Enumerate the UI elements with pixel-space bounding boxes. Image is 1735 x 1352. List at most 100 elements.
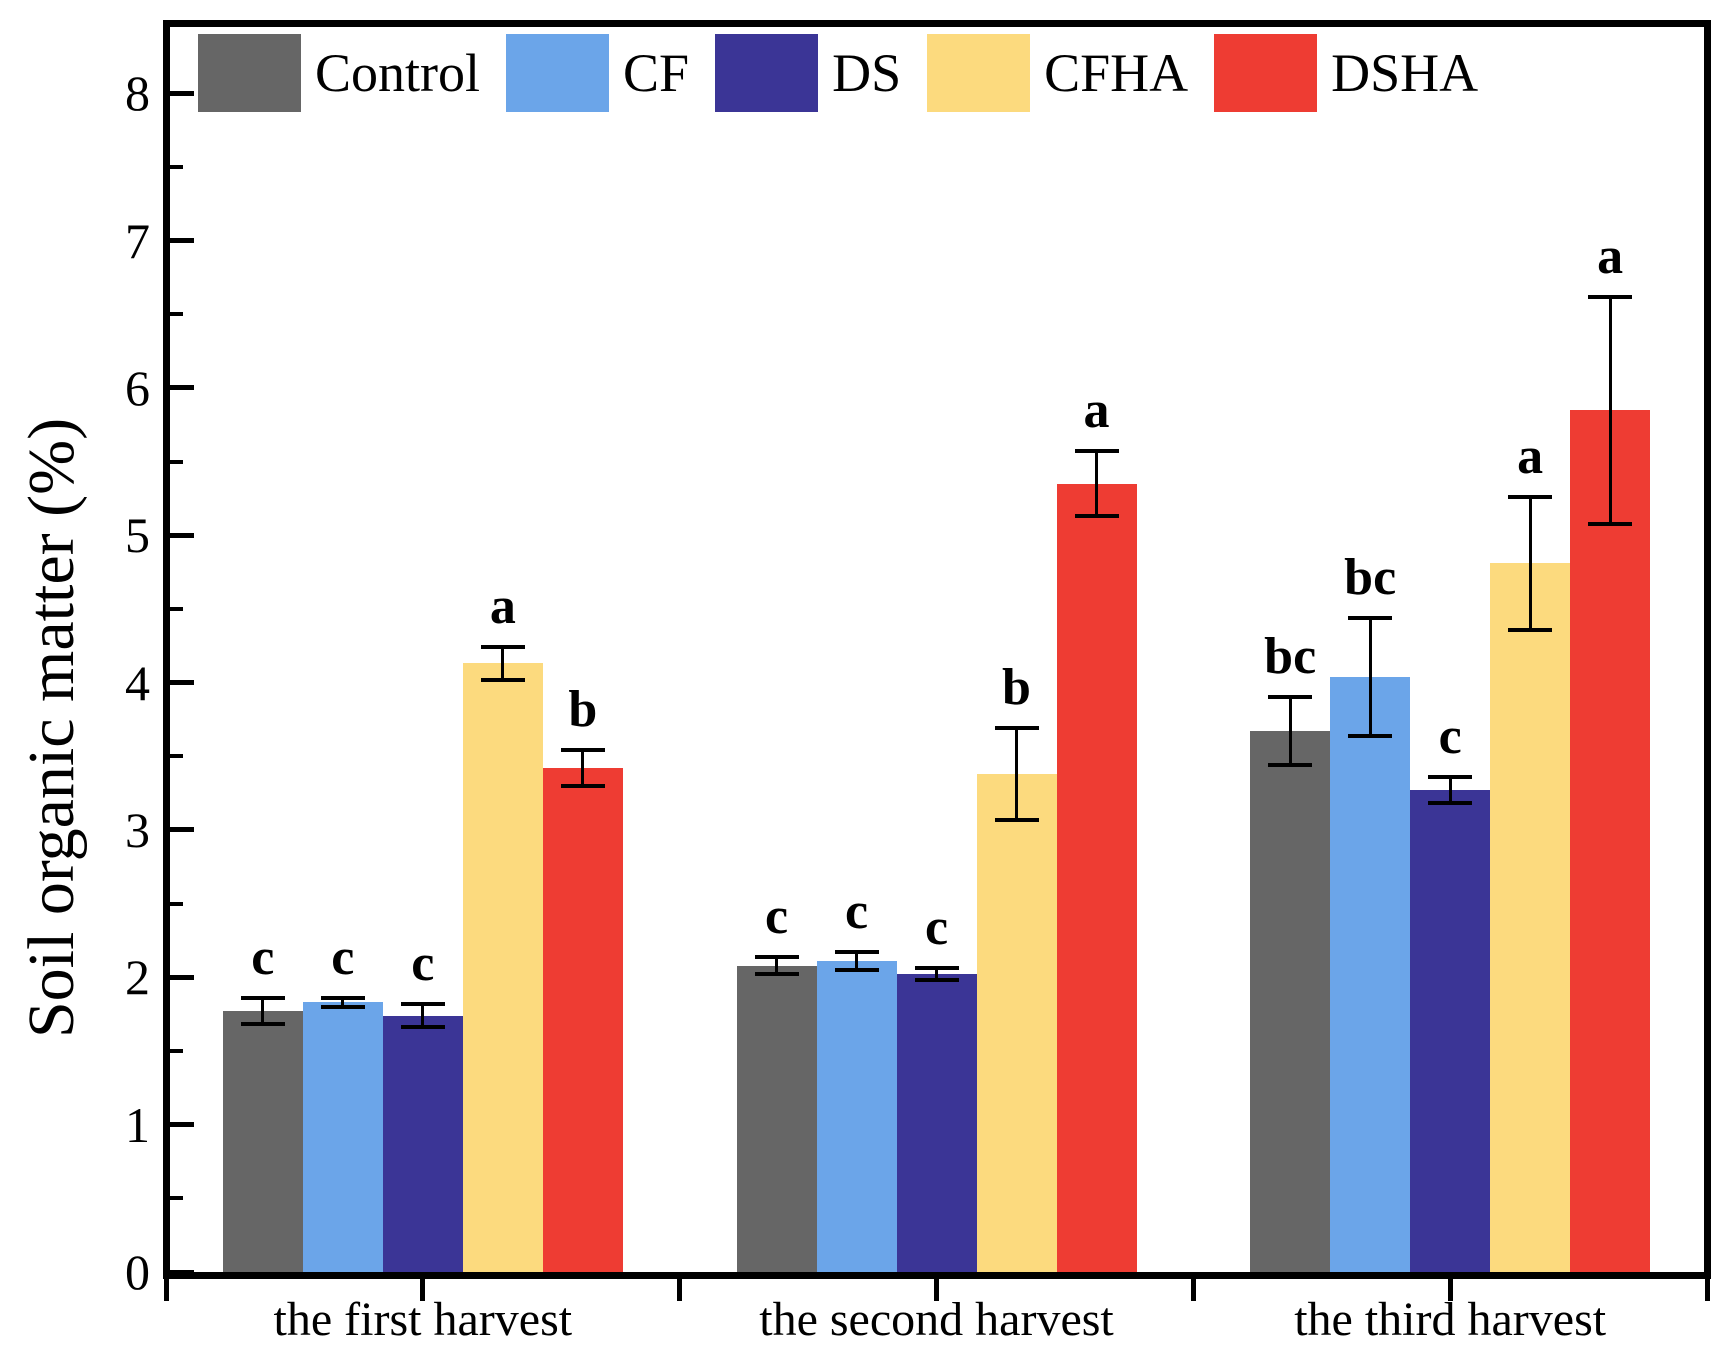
- legend-item-cfha: CFHA: [927, 34, 1188, 112]
- bar-control-group1: [222, 1011, 303, 1272]
- y-tick-label: 4: [125, 654, 150, 711]
- sig-letter-control-group3: bc: [1264, 628, 1317, 686]
- error-cap-top: [994, 726, 1039, 731]
- legend-item-ds: DS: [715, 34, 901, 112]
- y-major-tick: [170, 238, 194, 244]
- error-cap-bottom: [320, 1004, 365, 1009]
- y-tick-label: 3: [125, 801, 150, 858]
- sig-letter-cf-group2: c: [844, 883, 869, 941]
- error-cap-top: [1428, 774, 1473, 779]
- y-minor-tick: [170, 312, 183, 317]
- sig-letter-control-group2: c: [764, 887, 789, 945]
- error-cap-bottom: [834, 967, 879, 972]
- x-group-center-tick: [1447, 1277, 1453, 1301]
- bar-control-group3: [1250, 731, 1331, 1272]
- error-cap-bottom: [754, 972, 799, 977]
- y-tick-label: 8: [125, 65, 150, 122]
- error-bar-ds-group1: [421, 1003, 425, 1028]
- y-tick-label: 2: [125, 949, 150, 1006]
- error-bar-cf-group2: [855, 952, 858, 970]
- sig-letter-cf-group1: c: [331, 928, 355, 986]
- error-cap-bottom: [1508, 627, 1553, 632]
- error-bar-control-group3: [1288, 697, 1292, 766]
- y-minor-tick: [170, 901, 183, 906]
- sig-letter-cfha-group3: a: [1517, 428, 1544, 485]
- legend: Control CF DS CFHA DSHA: [198, 34, 1504, 112]
- y-major-tick: [170, 1122, 194, 1128]
- error-bar-ds-group3: [1448, 776, 1452, 804]
- legend-item-dsha: DSHA: [1214, 34, 1478, 112]
- y-major-tick: [170, 90, 194, 96]
- y-minor-tick: [170, 459, 183, 464]
- legend-swatch-cfha: [927, 34, 1031, 112]
- error-cap-top: [914, 966, 959, 971]
- y-tick-label: 6: [125, 359, 150, 416]
- x-group-boundary-tick: [677, 1277, 683, 1301]
- error-cap-bottom: [1348, 733, 1393, 738]
- bar-dsha-group3: [1570, 410, 1651, 1272]
- x-axis-label-third-harvest: the third harvest: [1294, 1293, 1607, 1346]
- error-cap-top: [754, 954, 799, 959]
- y-minor-tick: [170, 1196, 183, 1201]
- error-cap-bottom: [914, 978, 959, 983]
- error-bar-dsha-group1: [581, 750, 585, 786]
- legend-item-control: Control: [198, 34, 480, 112]
- error-cap-top: [834, 950, 879, 955]
- y-minor-tick: [170, 606, 183, 611]
- y-major-tick: [170, 1269, 194, 1275]
- sig-letter-ds-group2: c: [924, 899, 949, 957]
- error-cap-bottom: [1268, 763, 1313, 768]
- y-tick-label: 7: [125, 212, 150, 269]
- bar-cfha-group1: [462, 663, 543, 1272]
- y-major-tick: [170, 827, 194, 833]
- error-bar-cf-group3: [1368, 617, 1372, 736]
- bar-cfha-group3: [1490, 563, 1571, 1272]
- sig-letter-cf-group3: bc: [1344, 548, 1397, 606]
- legend-swatch-ds: [715, 34, 819, 112]
- sig-letter-dsha-group2: a: [1083, 382, 1110, 440]
- y-minor-tick: [170, 164, 183, 169]
- error-cap-bottom: [560, 783, 605, 788]
- bar-cf-group3: [1330, 676, 1411, 1272]
- error-bar-cf-group1: [341, 997, 345, 1007]
- error-cap-top: [1588, 294, 1633, 299]
- error-bar-control-group2: [775, 956, 778, 975]
- error-cap-bottom: [480, 677, 525, 682]
- error-bar-cfha-group2: [1015, 728, 1018, 820]
- x-group-center-tick: [420, 1277, 426, 1301]
- legend-label-cf: CF: [623, 43, 690, 103]
- error-cap-bottom: [400, 1025, 445, 1030]
- bar-ds-group1: [382, 1015, 463, 1272]
- error-bar-dsha-group2: [1095, 451, 1098, 517]
- legend-swatch-dsha: [1214, 34, 1318, 112]
- legend-label-ds: DS: [832, 43, 902, 103]
- sig-letter-control-group1: c: [251, 928, 275, 986]
- x-axis-label-first-harvest: the first harvest: [273, 1293, 573, 1346]
- error-bar-cfha-group1: [501, 647, 505, 680]
- error-cap-bottom: [994, 817, 1039, 822]
- legend-label-cfha: CFHA: [1044, 43, 1189, 103]
- bar-cf-group2: [816, 961, 897, 1272]
- y-tick-label: 0: [125, 1244, 150, 1300]
- error-cap-top: [1268, 695, 1313, 700]
- sig-letter-dsha-group1: b: [568, 681, 598, 739]
- error-cap-bottom: [1074, 514, 1119, 519]
- bar-cfha-group2: [976, 774, 1057, 1272]
- legend-swatch-control: [198, 34, 301, 112]
- bar-dsha-group1: [542, 768, 623, 1272]
- sig-letter-cfha-group1: a: [489, 578, 516, 636]
- error-cap-top: [560, 748, 605, 753]
- bar-ds-group2: [896, 974, 977, 1272]
- y-major-tick: [170, 532, 194, 538]
- y-major-tick: [170, 680, 194, 686]
- sig-letter-dsha-group3: a: [1597, 227, 1624, 285]
- error-cap-top: [480, 645, 525, 650]
- sig-letter-ds-group3: c: [1438, 707, 1462, 765]
- error-cap-top: [240, 995, 285, 1000]
- error-cap-bottom: [1588, 521, 1633, 526]
- y-major-tick: [170, 974, 194, 980]
- y-major-tick: [170, 385, 194, 391]
- error-bar-control-group1: [261, 997, 265, 1025]
- error-bar-cfha-group3: [1528, 497, 1532, 630]
